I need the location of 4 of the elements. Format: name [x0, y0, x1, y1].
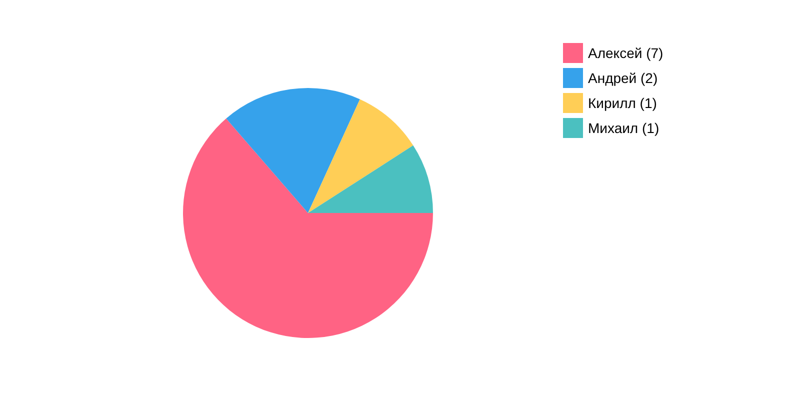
legend-label: Михаил (1)	[588, 120, 660, 136]
legend-label: Андрей (2)	[588, 70, 658, 86]
legend-label: Кирилл (1)	[588, 95, 657, 111]
legend-label: Алексей (7)	[588, 45, 664, 61]
